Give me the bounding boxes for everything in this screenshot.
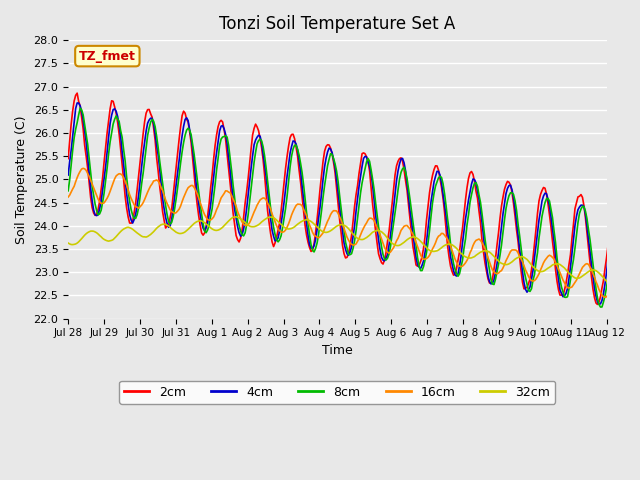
Y-axis label: Soil Temperature (C): Soil Temperature (C) <box>15 115 28 244</box>
X-axis label: Time: Time <box>322 344 353 357</box>
Legend: 2cm, 4cm, 8cm, 16cm, 32cm: 2cm, 4cm, 8cm, 16cm, 32cm <box>120 381 556 404</box>
Text: TZ_fmet: TZ_fmet <box>79 49 136 62</box>
Title: Tonzi Soil Temperature Set A: Tonzi Soil Temperature Set A <box>220 15 456 33</box>
